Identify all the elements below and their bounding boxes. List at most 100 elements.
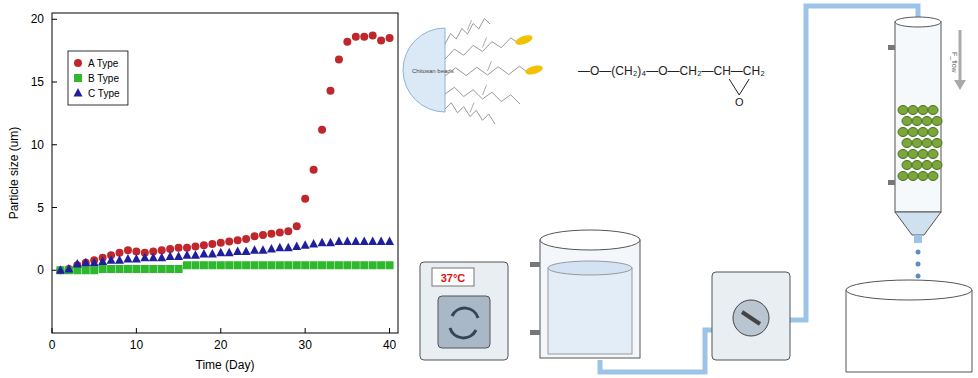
point xyxy=(276,261,284,269)
branch xyxy=(468,20,472,30)
point xyxy=(191,242,199,250)
port xyxy=(888,180,895,185)
point xyxy=(242,246,251,255)
point xyxy=(292,241,301,250)
legend-marker xyxy=(74,59,82,67)
packed-bead xyxy=(898,172,908,181)
branch xyxy=(488,61,492,71)
droplet xyxy=(916,262,921,267)
point xyxy=(123,254,132,263)
column xyxy=(888,17,942,243)
packed-bead xyxy=(922,117,932,126)
point xyxy=(275,243,284,252)
ligand xyxy=(524,64,543,76)
point xyxy=(132,265,140,273)
collector-rim xyxy=(846,280,972,300)
point xyxy=(251,261,259,269)
point xyxy=(318,261,326,269)
point xyxy=(191,250,200,259)
point xyxy=(116,265,124,273)
point xyxy=(56,266,64,274)
packed-bead xyxy=(928,106,938,115)
packed-bead xyxy=(918,106,928,115)
point xyxy=(234,236,242,244)
collector-body xyxy=(846,290,972,372)
packed-bead xyxy=(912,117,922,126)
point xyxy=(98,256,107,265)
y-tick-label: 0 xyxy=(37,263,44,277)
packed-bead xyxy=(918,172,928,181)
point xyxy=(385,236,394,245)
x-tick xyxy=(305,328,306,333)
y-tick-label: 20 xyxy=(31,12,45,26)
point xyxy=(157,253,166,261)
packed-bead xyxy=(908,106,918,115)
y-tick xyxy=(52,207,57,208)
packed-bead xyxy=(932,117,942,126)
x-tick-label: 10 xyxy=(130,338,144,352)
y-tick xyxy=(52,144,57,145)
point xyxy=(310,166,318,174)
liquid xyxy=(548,268,632,354)
packed-bead xyxy=(922,139,932,148)
point xyxy=(200,241,208,249)
packed-bead xyxy=(932,161,942,170)
point xyxy=(318,126,326,134)
point xyxy=(326,261,334,269)
pump xyxy=(712,272,790,360)
point xyxy=(351,236,360,245)
epoxide-o: O xyxy=(735,96,744,108)
y-tick xyxy=(52,270,57,271)
point xyxy=(199,249,208,257)
y-tick-label: 15 xyxy=(31,75,45,89)
point xyxy=(234,261,242,269)
point xyxy=(217,261,225,269)
packed-bead xyxy=(932,139,942,148)
port xyxy=(530,262,540,267)
vessel xyxy=(530,230,640,358)
bead: Chitosan beads xyxy=(403,19,544,125)
point xyxy=(216,248,225,257)
point xyxy=(242,261,250,269)
y-tick xyxy=(52,82,57,83)
arrow xyxy=(452,308,478,318)
point xyxy=(360,33,368,41)
column-top xyxy=(895,17,941,27)
point xyxy=(149,253,158,261)
point xyxy=(386,34,394,42)
point xyxy=(233,246,242,255)
packed-bead xyxy=(908,172,918,181)
packed-bead xyxy=(908,150,918,159)
point xyxy=(81,258,90,267)
point xyxy=(360,236,369,245)
point xyxy=(250,245,259,254)
outlet xyxy=(914,235,922,243)
packed-bead xyxy=(902,117,912,126)
epoxide-ring xyxy=(729,79,749,95)
x-tick xyxy=(220,328,221,333)
funnel xyxy=(895,212,941,235)
point xyxy=(225,237,233,245)
pump-head xyxy=(733,300,769,336)
point xyxy=(132,254,141,263)
point xyxy=(166,251,175,260)
x-tick xyxy=(389,328,390,333)
point xyxy=(284,227,292,235)
point xyxy=(267,261,275,269)
port xyxy=(530,330,540,335)
plot-frame xyxy=(52,13,398,333)
point xyxy=(64,264,73,273)
packed-bead xyxy=(918,150,928,159)
legend-box xyxy=(68,51,128,105)
point xyxy=(107,265,115,273)
x-tick-label: 40 xyxy=(383,338,397,352)
point xyxy=(166,265,174,273)
packed-bead xyxy=(918,128,928,137)
flow-label: F_flow xyxy=(950,52,958,74)
point xyxy=(326,238,335,247)
flow-arrow-head xyxy=(954,80,966,90)
point xyxy=(225,248,234,257)
point xyxy=(183,250,192,259)
point xyxy=(343,38,351,46)
legend-marker xyxy=(74,88,83,97)
